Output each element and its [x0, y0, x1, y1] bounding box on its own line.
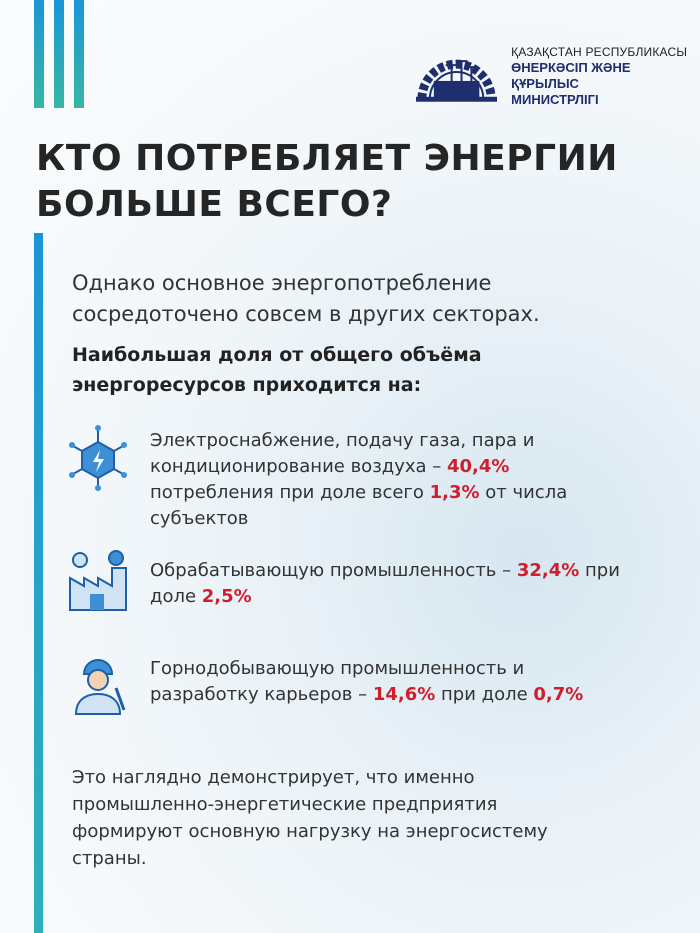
ministry-logo: ҚАЗАҚСТАН РЕСПУБЛИКАСЫ ӨНЕРКӘСІП ЖӘНЕ ҚҰ… — [416, 44, 700, 108]
decor-vertical-line — [34, 233, 43, 933]
page-title: КТО ПОТРЕБЛЯЕТ ЭНЕРГИИ БОЛЬШЕ ВСЕГО? — [36, 138, 618, 225]
list-item: Электроснабжение, подачу газа, пара и ко… — [150, 430, 568, 529]
energy-hexagon-icon — [69, 425, 127, 491]
intro-text: Однако основное энергопотребление сосредо… — [72, 271, 540, 326]
decor-bar — [34, 0, 44, 108]
conclusion-text: Это наглядно демонстрирует, что именно п… — [72, 767, 548, 869]
gear-factory-logo-icon — [416, 59, 498, 102]
miner-icon — [74, 659, 126, 715]
factory-icon — [69, 550, 127, 611]
list-item: Горнодобывающую промышленность и разрабо… — [150, 658, 584, 705]
lead-text: Наибольшая доля от общего объёма энергоре… — [72, 344, 482, 396]
logo-line: ҚАЗАҚСТАН РЕСПУБЛИКАСЫ — [511, 45, 688, 59]
logo-line: ӨНЕРКӘСІП ЖӘНЕ ҚҰРЫЛЫС — [511, 60, 631, 91]
decor-bar — [74, 0, 84, 108]
logo-line: МИНИСТРЛІГІ — [511, 92, 599, 107]
decor-bar — [54, 0, 64, 108]
list-item: Обрабатывающую промышленность – 32,4% пр… — [150, 560, 620, 607]
